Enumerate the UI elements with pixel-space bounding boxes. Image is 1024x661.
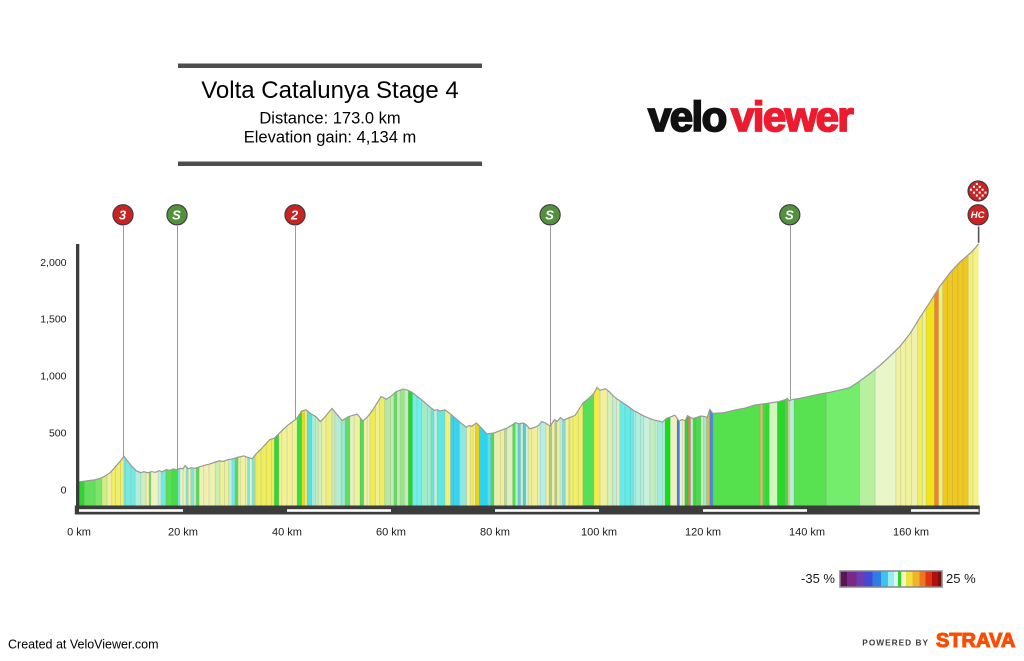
svg-text:Created at VeloViewer.com: Created at VeloViewer.com — [8, 638, 159, 652]
svg-text:60 km: 60 km — [376, 527, 406, 539]
svg-text:Distance: 173.0 km: Distance: 173.0 km — [259, 110, 400, 128]
svg-text:120 km: 120 km — [685, 527, 721, 539]
svg-text:140 km: 140 km — [789, 527, 825, 539]
svg-text:HC: HC — [971, 210, 985, 221]
svg-text:Elevation gain: 4,134 m: Elevation gain: 4,134 m — [244, 128, 416, 146]
svg-text:S: S — [545, 208, 554, 223]
svg-text:POWERED BY: POWERED BY — [862, 638, 929, 648]
svg-text:-35 %: -35 % — [801, 571, 835, 586]
svg-text:velo: velo — [648, 93, 727, 140]
svg-text:1,500: 1,500 — [40, 314, 66, 326]
svg-text:20 km: 20 km — [168, 527, 198, 539]
svg-text:160 km: 160 km — [893, 527, 929, 539]
svg-text:STRAVA: STRAVA — [936, 630, 1015, 652]
svg-text:0 km: 0 km — [67, 527, 91, 539]
svg-text:25 %: 25 % — [946, 571, 976, 586]
svg-text:Volta Catalunya Stage 4: Volta Catalunya Stage 4 — [201, 77, 459, 104]
svg-text:2,000: 2,000 — [40, 257, 66, 269]
svg-text:1,000: 1,000 — [40, 371, 66, 383]
svg-text:S: S — [172, 208, 181, 223]
svg-text:0: 0 — [61, 484, 67, 496]
svg-text:500: 500 — [49, 427, 67, 439]
svg-text:100 km: 100 km — [581, 527, 617, 539]
svg-text:3: 3 — [119, 208, 127, 223]
svg-text:2: 2 — [290, 208, 299, 223]
svg-text:80 km: 80 km — [480, 527, 510, 539]
svg-text:40 km: 40 km — [272, 527, 302, 539]
svg-text:viewer: viewer — [731, 93, 853, 140]
svg-text:S: S — [785, 208, 794, 223]
